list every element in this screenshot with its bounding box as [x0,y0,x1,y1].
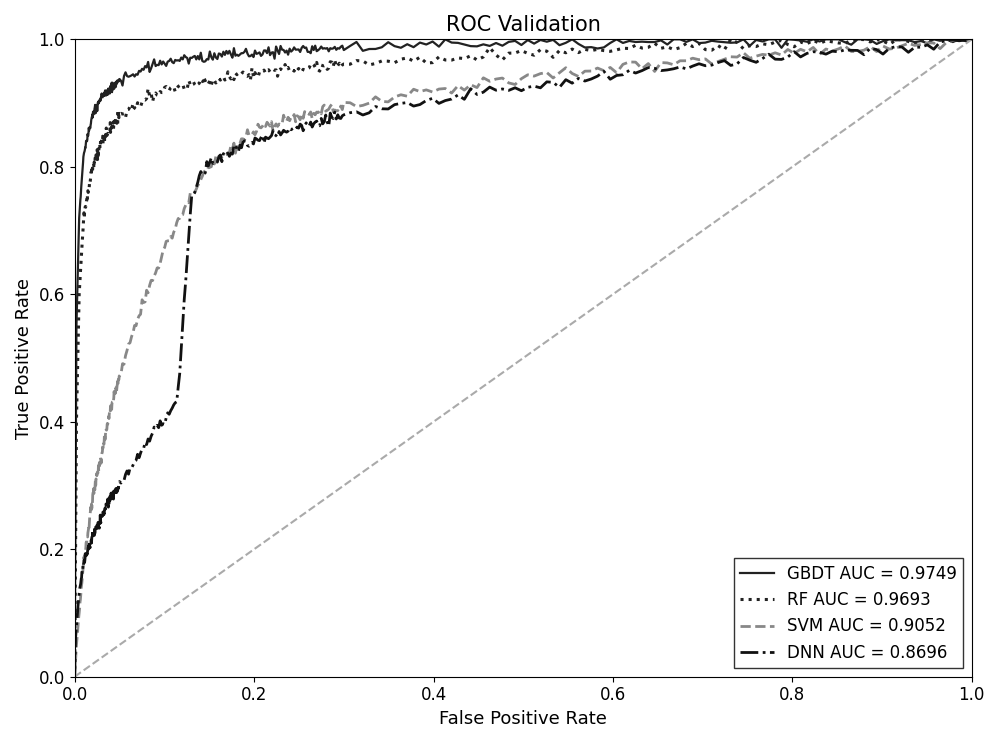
X-axis label: False Positive Rate: False Positive Rate [439,710,607,728]
DNN AUC = 0.8696 [69,672,81,681]
SVM AUC = 0.9052 [414,87,426,96]
Legend: GBDT AUC = 0.9749, RF AUC = 0.9693, SVM AUC = 0.9052, DNN AUC = 0.8696: GBDT AUC = 0.9749, RF AUC = 0.9693, SVM … [734,558,963,669]
RF AUC = 0.9693 [220,74,232,83]
SVM AUC = 0.9052 [235,134,247,143]
DNN AUC = 0.8696 [220,149,232,158]
RF AUC = 0.9693 [725,35,737,44]
SVM AUC = 0.9052 [177,210,189,219]
Line: SVM AUC = 0.9052: SVM AUC = 0.9052 [75,39,972,677]
SVM AUC = 0.9052 [220,150,232,159]
GBDT AUC = 0.9749 [105,85,117,94]
DNN AUC = 0.8696 [414,100,426,109]
DNN AUC = 0.8696 [177,319,189,328]
Line: GBDT AUC = 0.9749: GBDT AUC = 0.9749 [75,39,972,677]
SVM AUC = 0.9052 [105,401,117,410]
Line: RF AUC = 0.9693: RF AUC = 0.9693 [75,39,972,677]
DNN AUC = 0.8696 [105,489,117,498]
RF AUC = 0.9693 [966,35,978,44]
RF AUC = 0.9693 [202,80,214,88]
SVM AUC = 0.9052 [953,35,965,44]
DNN AUC = 0.8696 [235,143,247,152]
GBDT AUC = 0.9749 [69,672,81,681]
DNN AUC = 0.8696 [202,161,214,170]
GBDT AUC = 0.9749 [966,35,978,44]
GBDT AUC = 0.9749 [202,55,214,64]
DNN AUC = 0.8696 [966,35,978,44]
RF AUC = 0.9693 [414,53,426,62]
SVM AUC = 0.9052 [202,163,214,172]
GBDT AUC = 0.9749 [439,35,451,44]
GBDT AUC = 0.9749 [177,55,189,64]
GBDT AUC = 0.9749 [414,38,426,47]
Line: DNN AUC = 0.8696: DNN AUC = 0.8696 [75,39,972,677]
RF AUC = 0.9693 [69,672,81,681]
RF AUC = 0.9693 [105,123,117,132]
SVM AUC = 0.9052 [69,672,81,681]
RF AUC = 0.9693 [177,80,189,89]
GBDT AUC = 0.9749 [220,47,232,56]
Title: ROC Validation: ROC Validation [446,15,601,35]
Y-axis label: True Positive Rate: True Positive Rate [15,278,33,438]
RF AUC = 0.9693 [235,69,247,78]
SVM AUC = 0.9052 [966,35,978,44]
GBDT AUC = 0.9749 [235,49,247,58]
